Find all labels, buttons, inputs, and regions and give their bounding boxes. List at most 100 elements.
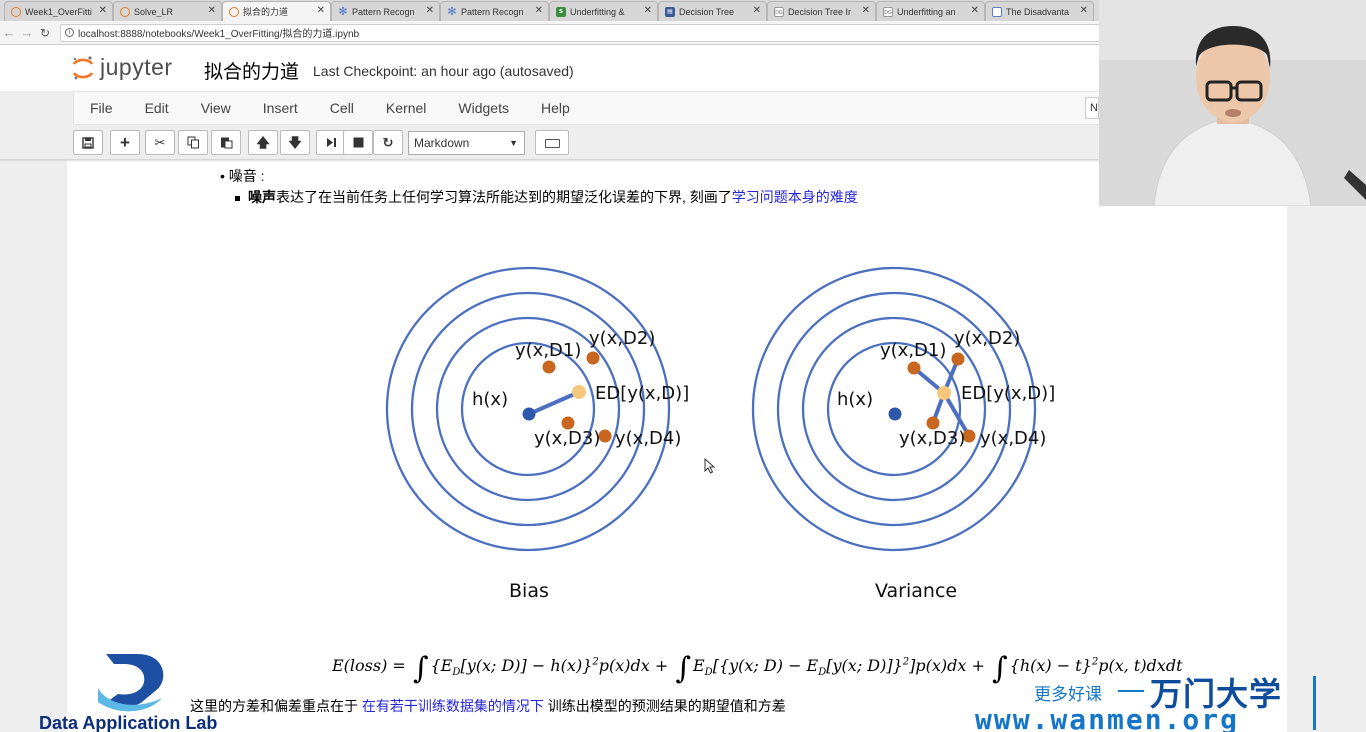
watermark-more-courses: 更多好课 (1034, 685, 1102, 704)
close-icon[interactable]: ✕ (425, 5, 434, 16)
close-icon[interactable]: ✕ (861, 5, 870, 16)
close-icon[interactable]: ✕ (98, 5, 107, 16)
url-input[interactable]: i localhost:8888/notebooks/Week1_OverFit… (60, 23, 1100, 42)
formula-t2d: ]p(x)dx + (909, 656, 985, 675)
tab-label: Underfitting & (570, 6, 625, 17)
stackoverflow-icon: s (556, 6, 566, 17)
close-icon[interactable]: ✕ (970, 5, 979, 16)
jupyter-logo[interactable]: jupyter (72, 54, 173, 81)
variance-d3-point (926, 416, 940, 430)
info-icon[interactable]: i (65, 28, 74, 37)
run-button[interactable] (316, 130, 346, 155)
insert-cell-button[interactable]: + (110, 130, 140, 155)
tab-label: Solve_LR (134, 6, 174, 17)
variance-title: Variance (875, 580, 957, 602)
tab-label: Underfitting an (897, 6, 956, 17)
bias-d2-label: y(x,D2) (589, 328, 655, 349)
browser-tab[interactable]: ✻ Pattern Recogn ✕ (440, 1, 549, 21)
back-arrow-icon[interactable]: ← (2, 25, 16, 40)
square-bullet-icon (235, 195, 240, 201)
formula-t1c: p(x)dx + (598, 656, 669, 675)
formula-t3b: p(x, t)dxdt (1098, 656, 1183, 675)
close-icon[interactable]: ✕ (1079, 5, 1088, 16)
variance-hx-label: h(x) (837, 389, 873, 410)
bias-variance-figure: h(x) y(x,D1) y(x,D2) ED[y(x,D)] y(x,D3) … (385, 266, 1055, 602)
page-icon (992, 6, 1002, 17)
paste-button[interactable] (211, 130, 241, 155)
browser-tab-active[interactable]: 拟合的力道 ✕ (222, 1, 331, 21)
cell-type-value: Markdown (414, 136, 470, 150)
menu-widgets[interactable]: Widgets (458, 100, 509, 116)
close-icon[interactable]: ✕ (534, 5, 543, 16)
integral-sign: ∫ (675, 651, 691, 686)
kernel-indicator[interactable]: N (1085, 97, 1099, 119)
formula-t2c: [y(x; D)]} (826, 656, 903, 675)
reload-icon[interactable]: ↻ (39, 25, 51, 40)
plus-icon: + (120, 133, 130, 152)
mouse-cursor-icon (704, 458, 716, 474)
bias-d4-label: y(x,D4) (615, 428, 681, 449)
close-icon[interactable]: ✕ (643, 5, 652, 16)
bias-hx-label: h(x) (472, 389, 508, 410)
keyboard-icon (545, 139, 560, 148)
address-bar: ← → ↻ i localhost:8888/notebooks/Week1_O… (0, 21, 1100, 45)
bias-d1-point (542, 360, 556, 374)
browser-tab[interactable]: The Disadvanta ✕ (985, 1, 1094, 21)
jupyter-header: jupyter 拟合的力道 Last Checkpoint: an hour a… (0, 45, 1100, 91)
dal-wordmark: Data Application Lab (39, 713, 218, 732)
tab-label: The Disadvanta (1006, 6, 1070, 17)
checkpoint-status: Last Checkpoint: an hour ago (autosaved) (313, 63, 574, 79)
bias-d2-point (586, 351, 600, 365)
jupyter-logo-icon (72, 55, 94, 79)
save-button[interactable] (73, 130, 103, 155)
cut-button[interactable]: ✂ (145, 130, 175, 155)
move-up-button[interactable]: 🡅 (248, 130, 278, 155)
bias-d3-label: y(x,D3) (534, 428, 600, 449)
close-icon[interactable]: ✕ (207, 5, 216, 16)
browser-tab[interactable]: Solve_LR ✕ (113, 1, 222, 21)
note-text: 这里的方差和偏差重点在于 在有若干训练数据集的情况下 训练出模型的预测结果的期望… (190, 696, 786, 716)
copy-button[interactable] (178, 130, 208, 155)
command-palette-button[interactable] (535, 130, 569, 155)
variance-d1-label: y(x,D1) (880, 340, 946, 361)
variance-d2-point (951, 352, 965, 366)
webcam-video (1099, 0, 1366, 206)
formula-t2b: [{y(x; D) − E (712, 656, 819, 675)
menu-insert[interactable]: Insert (262, 100, 298, 116)
browser-tab[interactable]: DG Decision Tree Ir ✕ (767, 1, 876, 21)
formula-t1-sup: 2 (592, 656, 599, 668)
browser-tab[interactable]: ✻ Pattern Recogn ✕ (331, 1, 440, 21)
variance-target: h(x) y(x,D1) y(x,D2) ED[y(x,D)] y(x,D3) … (751, 266, 1055, 602)
menu-file[interactable]: File (90, 100, 113, 116)
menu-help[interactable]: Help (540, 100, 570, 116)
noise-term: 噪声 (248, 189, 276, 205)
jupyter-icon (229, 6, 239, 17)
menu-cell[interactable]: Cell (329, 100, 354, 116)
browser-tab[interactable]: DG Underfitting an ✕ (876, 1, 985, 21)
bullet-noise: • 噪音 : (220, 168, 265, 184)
variance-d4-point (962, 429, 976, 443)
notebook-name[interactable]: 拟合的力道 (204, 62, 300, 83)
browser-tab[interactable]: Week1_OverFitti ✕ (4, 1, 113, 21)
notebook-cell-area: • 噪音 : 噪声表达了在当前任务上任何学习算法所能达到的期望泛化误差的下界, … (67, 159, 1287, 732)
menu-edit[interactable]: Edit (144, 100, 169, 116)
notebook-toolbar: + ✂ 🡅 🡇 ↻ Markdown ▼ (73, 128, 1100, 158)
formula-t2: E (692, 656, 705, 675)
cell-type-select[interactable]: Markdown ▼ (408, 131, 525, 155)
menu-view[interactable]: View (200, 100, 231, 116)
restart-button[interactable]: ↻ (373, 130, 403, 155)
browser-tab[interactable]: ▤ Decision Tree ✕ (658, 1, 767, 21)
formula-t1-sub: D (452, 667, 461, 679)
browser-tab[interactable]: s Underfitting & ✕ (549, 1, 658, 21)
puzzle-icon: ✻ (338, 5, 348, 18)
move-down-button[interactable]: 🡇 (280, 130, 310, 155)
dropdown-arrow-icon: ▼ (509, 138, 518, 148)
menu-kernel[interactable]: Kernel (385, 100, 427, 116)
dal-logo-icon (98, 654, 164, 712)
variance-d1-point (907, 361, 921, 375)
close-icon[interactable]: ✕ (752, 5, 761, 16)
interrupt-button[interactable] (343, 130, 373, 155)
bias-ed-label: ED[y(x,D)] (595, 383, 689, 404)
close-icon[interactable]: ✕ (316, 5, 325, 16)
forward-arrow-icon[interactable]: → (20, 25, 34, 40)
